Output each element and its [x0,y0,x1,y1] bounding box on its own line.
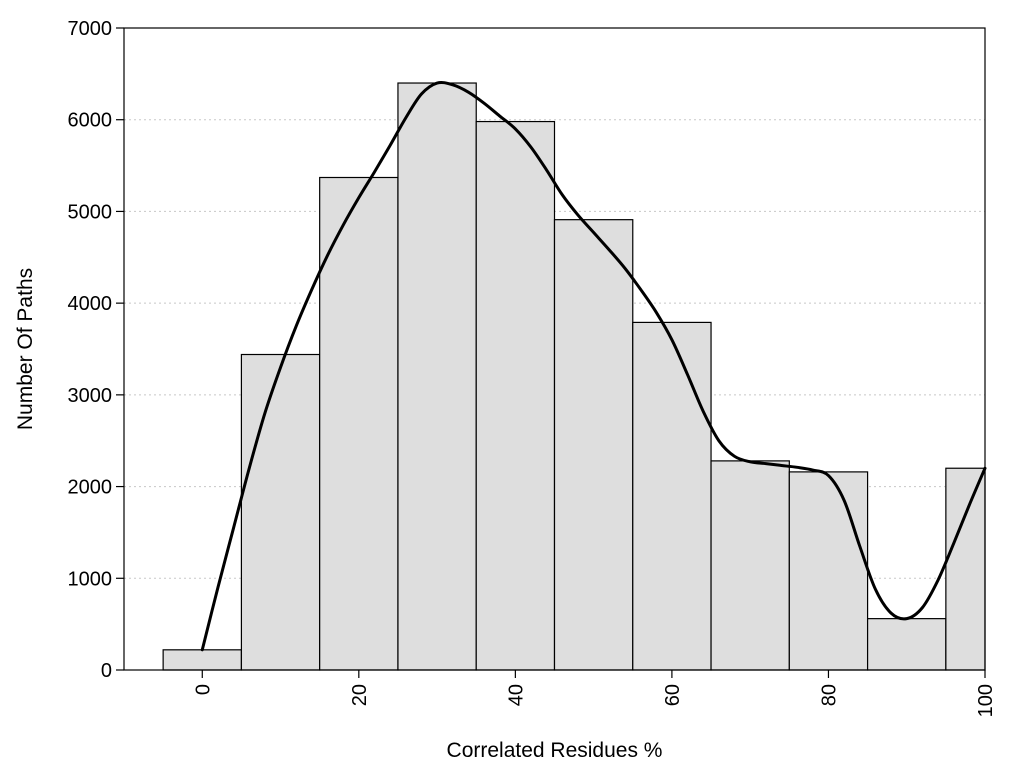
y-tick-label: 7000 [68,18,113,40]
bar [866,618,947,671]
y-tick-label: 1000 [68,568,113,590]
x-tick-label: 100 [975,684,997,717]
x-tick-label: 40 [505,684,527,706]
y-tick-label: 5000 [68,201,113,223]
y-tick-label: 3000 [68,385,113,407]
bar [397,82,477,671]
x-tick-label: 20 [349,684,371,706]
bar [319,176,399,671]
bar [945,467,986,671]
bars [162,82,986,671]
bar [162,649,243,671]
x-tick-label: 60 [662,684,684,706]
x-axis-label: Correlated Residues % [447,739,663,762]
y-axis-label: Number Of Paths [14,268,37,430]
x-tick-label: 0 [192,684,214,695]
density-curve [200,80,987,652]
x-axis: 0 20 40 60 80 100 [192,670,997,717]
y-tick-label: 2000 [68,477,113,499]
bar [240,353,321,671]
y-tick-label: 4000 [68,293,113,315]
bar [710,460,790,671]
plot-frame [123,27,986,671]
y-axis: 0 1000 2000 3000 4000 5000 6000 7000 [68,18,124,682]
y-tick-label: 6000 [68,110,113,132]
x-tick-label: 80 [818,684,840,706]
bar [632,321,712,671]
bar [553,219,634,671]
bar [475,120,556,671]
y-tick-label: 0 [101,660,112,682]
bar [788,471,869,671]
